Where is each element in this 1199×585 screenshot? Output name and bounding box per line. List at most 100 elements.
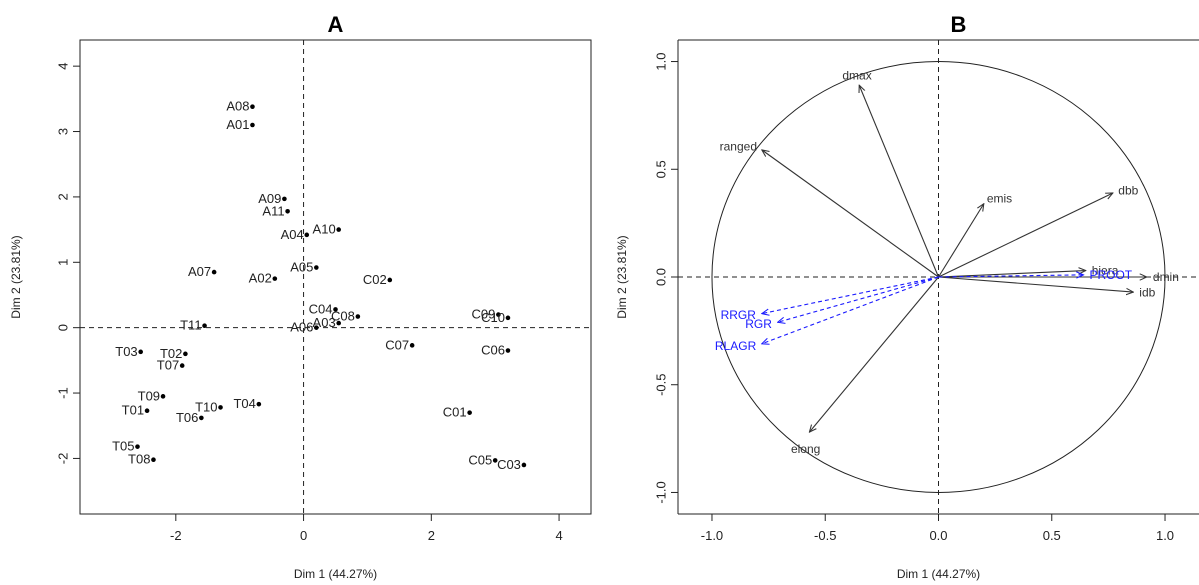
panel-a-point-label-a01: A01 [226,117,249,132]
panel-a-y-tick-label: -1 [55,387,70,399]
panel-b-vector-hiera [938,271,1086,278]
panel-b-vector-emis [938,204,984,278]
panel-b-x-tick-label: 1.0 [1156,528,1174,543]
panel-a-y-tick-label: 2 [55,193,70,200]
panel-a-point-t07 [179,363,185,368]
panel-b-vector-label-idb: idb [1139,286,1155,300]
panel-b-x-axis-title: Dim 1 (44.27%) [897,567,980,581]
panel-b-y-tick-label: -1.0 [653,481,668,503]
panel-a-point-c02 [387,277,393,283]
panel-a-point-label-t07: T07 [157,358,179,373]
panel-a-point-c09 [496,312,501,317]
panel-b-y-tick-label: -0.5 [653,374,668,396]
panel-a-point-t02 [183,351,188,357]
panel-b-vector-elong [809,276,939,432]
panel-a-point-a04 [304,232,310,238]
panel-b-vector-label-rgr: RGR [745,317,772,331]
panel-b-vector-rlagr [762,276,939,344]
panel-a-point-label-t06: T06 [176,410,198,425]
panel-a-point-label-a08: A08 [226,99,249,114]
panel-a-point-label-t01: T01 [122,403,144,418]
panel-a-y-tick-label: 0 [55,324,70,331]
panel-a-point-label-c07: C07 [385,337,409,352]
panel-a-point-label-c03: C03 [497,457,521,472]
panel-a-point-a08 [250,104,255,109]
panel-b-vector-label-ranged: ranged [720,139,757,153]
panel-a-plot-frame [79,39,592,515]
panel-b-y-tick-label: 0.0 [653,268,668,286]
panel-a-point-label-c08: C08 [331,309,355,324]
panel-a-point-c03 [521,462,527,468]
panel-a-point-c06 [505,348,511,353]
panel-a-point-label-c01: C01 [443,405,467,420]
panel-a-point-c07 [409,343,415,348]
panel-a-point-t06 [199,415,204,421]
panel-a-x-tick-label: 4 [555,528,562,543]
panel-a-y-tick-label: 4 [55,63,70,70]
panel-b-vector-rrgr [762,276,939,314]
panel-b-vector-idb [938,276,1134,292]
panel-a-point-t01 [144,408,150,414]
panel-a-point-label-c04: C04 [309,301,333,316]
panel-a-point-label-t09: T09 [138,388,160,403]
panel-a-x-tick-label: -2 [170,528,182,543]
panel-b-vector-label-rlagr: RLAGR [715,339,757,353]
panel-a-point-label-t08: T08 [128,452,150,467]
panel-a-x-tick-label: 2 [428,528,435,543]
panel-b-vector-dmax [859,85,940,278]
panel-b-x-tick-label: 0.5 [1043,528,1061,543]
panel-b-vector-label-proot: PROOT [1089,268,1132,282]
panel-a-point-label-c05: C05 [468,452,492,467]
panel-a-point-label-a02: A02 [249,271,272,286]
panel-a-point-t09 [160,394,166,399]
panel-a-point-t04 [256,401,262,407]
panel-a-point-t05 [135,444,140,449]
panel-a-point-label-t03: T03 [115,344,137,359]
panel-a-x-tick-label: 0 [300,528,307,543]
panel-a-point-label-a09: A09 [258,191,281,206]
panel-a-point-label-t11: T11 [180,318,201,333]
panel-a-point-c05 [492,458,498,463]
panel-a-point-label-a04: A04 [281,227,304,242]
panel-b-vector-rgr [778,276,939,322]
panel-a-point-label-c02: C02 [363,272,387,287]
panel-a-point-c10 [505,315,511,321]
panel-a-point-a01 [250,122,255,128]
panel-a-point-c08 [355,314,361,319]
panel-a-point-label-a06: A06 [290,320,313,335]
panel-a-individuals-plot: -2 0 2 4 -2 -1 0 1 2 3 4 A Dim 1 (44.27%) Dim 2 (23.8… [9,12,592,581]
panel-a-point-label-t10: T10 [195,399,217,414]
panel-b-vector-label-dmax: dmax [842,69,871,83]
panel-a-point-label-a05: A05 [290,260,313,275]
panel-a-point-label-c10: C10 [481,310,505,325]
panel-b-x-tick-label: -0.5 [814,528,836,543]
panel-a-point-a09 [282,196,287,202]
panel-b-vector-label-dmin: dmin [1153,270,1179,284]
panel-a-point-label-a10: A10 [313,222,336,237]
panel-b-x-tick-label: -1.0 [701,528,723,543]
panel-a-point-t11 [202,323,207,329]
panel-b-vector-label-emis: emis [987,192,1012,206]
panel-a-point-c04 [333,307,338,312]
panel-b-y-tick-label: 0.5 [653,160,668,178]
panel-b-variables-plot: -1.0 -0.5 0.0 0.5 1.0 -1.0 -0.5 0.0 0.5 1.0 B Dim 1… [615,12,1199,581]
panel-a-point-label-a03: A03 [313,315,336,330]
panel-a-point-a07 [211,269,217,275]
panel-a-y-axis-title: Dim 2 (23.81%) [9,235,23,318]
panel-b-vector-ranged [762,150,939,278]
panel-a-point-label-a07: A07 [188,264,211,279]
panel-b-vector-label-hiera: hiera [1092,263,1119,277]
panel-a-point-t03 [138,349,143,355]
panel-a-title: A [328,12,344,37]
panel-a-point-label-a11: A11 [262,203,284,218]
panel-a-point-label-t04: T04 [233,396,255,411]
panel-b-title: B [951,12,967,37]
panel-a-point-a11 [285,208,290,214]
panel-a-y-tick-label: 3 [55,128,70,135]
panel-b-y-axis-title: Dim 2 (23.81%) [615,235,629,318]
panel-a-point-a05 [314,265,319,270]
panel-a-point-label-t02: T02 [160,346,182,361]
panel-b-vector-proot [938,275,1084,277]
panel-a-point-c01 [467,410,472,415]
panel-b-x-tick-label: 0.0 [929,528,947,543]
